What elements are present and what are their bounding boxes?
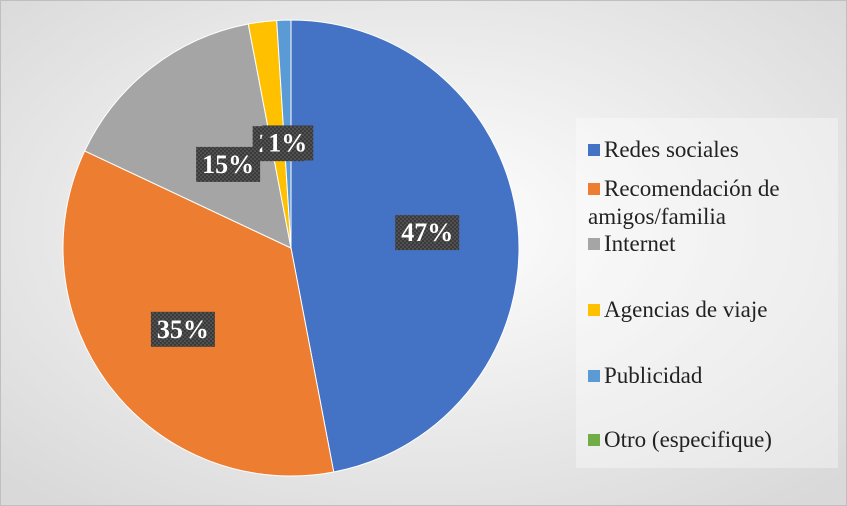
legend-item: Internet — [588, 230, 838, 258]
legend-swatch — [588, 434, 600, 446]
data-label-box — [196, 146, 261, 182]
legend-item: Recomendación de amigos/familia — [588, 175, 838, 231]
legend-label: Redes sociales — [604, 137, 739, 162]
legend-item: Agencias de viaje — [588, 296, 838, 324]
data-label: 35% — [157, 315, 209, 344]
legend-label: Publicidad — [604, 363, 703, 388]
data-label-box — [150, 311, 215, 347]
legend-item: Redes sociales — [588, 136, 838, 164]
legend-swatch — [588, 238, 600, 250]
legend-swatch — [588, 370, 600, 382]
data-label-box — [395, 215, 460, 251]
data-label-box — [262, 125, 314, 161]
legend-label: Otro (especifique) — [604, 427, 772, 452]
pie-slice — [84, 23, 292, 249]
legend-swatch — [588, 183, 600, 195]
legend-label: Agencias de viaje — [604, 297, 768, 322]
legend-item: Otro (especifique) — [588, 426, 838, 454]
legend: Redes sociales Recomendación de amigos/fa… — [576, 118, 838, 468]
legend-label: Recomendación de amigos/familia — [588, 176, 780, 229]
legend-swatch — [588, 144, 600, 156]
data-label: 15% — [202, 150, 254, 179]
legend-item: Publicidad — [588, 362, 838, 390]
data-label: 1% — [268, 128, 307, 157]
legend-label: Internet — [604, 231, 676, 256]
data-label: 47% — [401, 218, 453, 247]
legend-swatch — [588, 304, 600, 316]
